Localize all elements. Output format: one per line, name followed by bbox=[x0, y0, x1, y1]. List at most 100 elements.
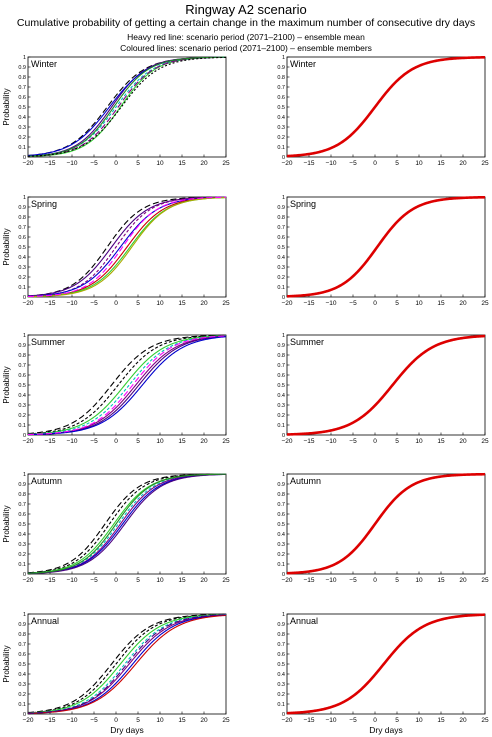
season-label: Annual bbox=[290, 616, 318, 626]
y-tick-label: 0.3 bbox=[18, 682, 26, 688]
y-tick-label: 0.2 bbox=[18, 135, 26, 141]
x-tick-label: 15 bbox=[178, 160, 186, 167]
season-label: Winter bbox=[290, 59, 316, 69]
y-tick-label: 0.9 bbox=[277, 622, 285, 628]
y-tick-label: 0.9 bbox=[277, 343, 285, 349]
panel-summer-mean: −20 −15 −10 −5 0 5 10 15 20 25 0 0.1 0.2 0.3 0.4 0.5 0.6… bbox=[277, 333, 489, 445]
x-tick-label: −5 bbox=[90, 717, 98, 724]
ensemble-member-line-2 bbox=[27, 613, 227, 714]
x-tick-label: 20 bbox=[459, 577, 467, 584]
axes-frame bbox=[27, 56, 227, 158]
x-tick-label: −15 bbox=[303, 160, 314, 167]
x-tick-label: 5 bbox=[136, 438, 140, 445]
x-tick-label: 10 bbox=[415, 438, 423, 445]
x-tick-label: 25 bbox=[481, 717, 489, 724]
y-axis-label: Probability bbox=[2, 88, 11, 125]
ensemble-member-line-4 bbox=[27, 473, 227, 574]
y-tick-label: 1 bbox=[282, 472, 285, 478]
x-tick-label: −10 bbox=[325, 717, 336, 724]
ensemble-mean-line bbox=[286, 334, 486, 436]
panel-annual-members: −20 −15 −10 −5 0 5 10 15 20 25 0 0.1 0.2 0.3 0.4 0.5 0.6… bbox=[2, 612, 230, 735]
x-tick-label: 15 bbox=[178, 438, 186, 445]
x-tick-label: 15 bbox=[437, 717, 445, 724]
x-tick-label: 0 bbox=[114, 717, 118, 724]
y-tick-label: 0.8 bbox=[277, 215, 285, 221]
ensemble-mean-line bbox=[286, 472, 486, 575]
x-tick-label: 15 bbox=[437, 438, 445, 445]
x-tick-label: −20 bbox=[22, 717, 33, 724]
y-tick-label: 0.4 bbox=[18, 532, 26, 538]
x-tick-label: 10 bbox=[156, 300, 164, 307]
ensemble-member-line-7 bbox=[27, 336, 227, 436]
y-tick-label: 0 bbox=[282, 572, 285, 578]
figure-subtitle: Cumulative probability of getting a cert… bbox=[16, 17, 476, 29]
y-tick-label: 0.9 bbox=[277, 482, 285, 488]
x-tick-label: 20 bbox=[200, 300, 208, 307]
y-tick-label: 0.8 bbox=[277, 353, 285, 359]
y-tick-label: 0 bbox=[23, 712, 26, 718]
x-tick-label: 10 bbox=[415, 300, 423, 307]
y-tick-label: 0.4 bbox=[277, 532, 285, 538]
y-tick-label: 0.5 bbox=[277, 383, 285, 389]
y-tick-label: 0.7 bbox=[277, 225, 285, 231]
ensemble-member-line-3 bbox=[27, 196, 227, 297]
y-tick-label: 1 bbox=[282, 55, 285, 61]
x-axis-label: Dry days bbox=[110, 725, 144, 735]
y-tick-label: 0.4 bbox=[277, 255, 285, 261]
x-tick-label: 25 bbox=[222, 300, 230, 307]
y-tick-label: 1 bbox=[282, 612, 285, 618]
y-tick-label: 0.4 bbox=[18, 393, 26, 399]
y-tick-label: 0.6 bbox=[18, 652, 26, 658]
x-tick-label: 0 bbox=[373, 577, 377, 584]
x-tick-label: 10 bbox=[415, 577, 423, 584]
y-tick-label: 0 bbox=[23, 572, 26, 578]
x-tick-label: 5 bbox=[395, 300, 399, 307]
y-tick-label: 0.7 bbox=[18, 85, 26, 91]
x-tick-label: 15 bbox=[437, 160, 445, 167]
ensemble-member-line-1 bbox=[27, 473, 227, 574]
x-tick-label: −10 bbox=[66, 300, 77, 307]
x-tick-label: −10 bbox=[325, 160, 336, 167]
ensemble-member-line-6 bbox=[27, 56, 227, 157]
y-tick-label: 0.4 bbox=[277, 672, 285, 678]
x-tick-label: −5 bbox=[349, 717, 357, 724]
y-tick-label: 1 bbox=[23, 612, 26, 618]
axes-frame bbox=[27, 613, 227, 715]
panel-spring-mean: −20 −15 −10 −5 0 5 10 15 20 25 0 0.1 0.2 0.3 0.4 0.5 0.6… bbox=[277, 195, 489, 307]
x-tick-label: −15 bbox=[44, 300, 55, 307]
y-tick-label: 0 bbox=[23, 155, 26, 161]
panel-autumn-members: −20 −15 −10 −5 0 5 10 15 20 25 0 0.1 0.2 0.3 0.4 0.5 0.6… bbox=[2, 472, 230, 584]
x-tick-label: −20 bbox=[281, 300, 292, 307]
ensemble-member-line-4 bbox=[27, 614, 227, 714]
ensemble-mean-line bbox=[286, 56, 486, 158]
y-tick-label: 0.6 bbox=[277, 95, 285, 101]
y-tick-label: 0.6 bbox=[277, 235, 285, 241]
ensemble-mean-line bbox=[286, 195, 486, 298]
ensemble-member-line-2 bbox=[27, 334, 227, 435]
x-tick-label: 25 bbox=[222, 577, 230, 584]
season-label: Spring bbox=[290, 199, 316, 209]
x-tick-label: −10 bbox=[325, 438, 336, 445]
ensemble-member-line-8 bbox=[27, 196, 227, 298]
x-tick-label: −5 bbox=[90, 577, 98, 584]
y-tick-label: 0.7 bbox=[18, 642, 26, 648]
y-tick-label: 0.3 bbox=[18, 542, 26, 548]
ensemble-member-line-5 bbox=[27, 335, 227, 436]
y-tick-label: 0.8 bbox=[277, 492, 285, 498]
y-tick-label: 0.8 bbox=[18, 632, 26, 638]
ensemble-member-line-6 bbox=[27, 335, 227, 436]
y-tick-label: 0.6 bbox=[18, 95, 26, 101]
y-tick-label: 0.9 bbox=[18, 622, 26, 628]
y-tick-label: 0.2 bbox=[277, 552, 285, 558]
axes-frame bbox=[286, 613, 486, 715]
x-tick-label: 10 bbox=[156, 438, 164, 445]
ensemble-member-line-8 bbox=[27, 614, 227, 714]
y-tick-label: 0.5 bbox=[18, 522, 26, 528]
ensemble-member-line-1 bbox=[27, 334, 227, 435]
y-axis-label: Probability bbox=[2, 228, 11, 265]
x-tick-label: 20 bbox=[459, 300, 467, 307]
x-tick-label: −20 bbox=[281, 438, 292, 445]
x-tick-label: 0 bbox=[373, 300, 377, 307]
y-tick-label: 0.1 bbox=[277, 145, 285, 151]
x-tick-label: 10 bbox=[156, 160, 164, 167]
